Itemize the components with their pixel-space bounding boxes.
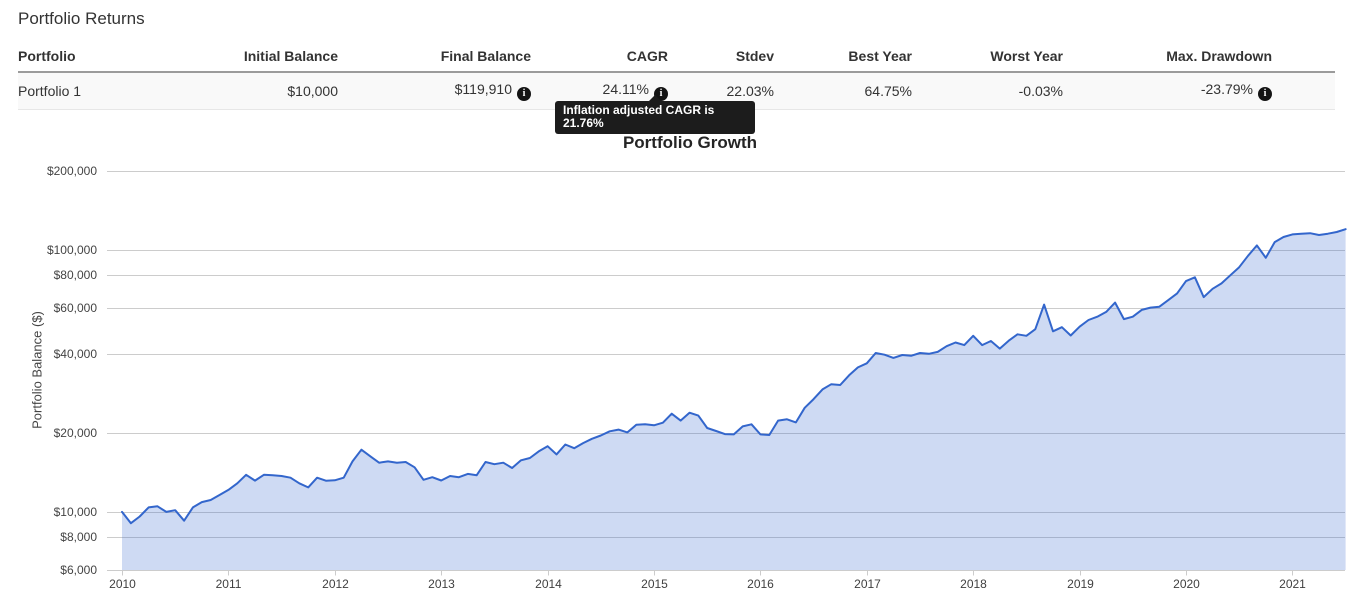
- x-tick-label: 2016: [747, 577, 774, 591]
- table-header-row: Portfolio Initial Balance Final Balance …: [18, 42, 1335, 73]
- table-row: Portfolio 1 $10,000 $119,910 i 24.11% i 22…: [18, 72, 1335, 110]
- y-tick-label: $60,000: [53, 300, 97, 315]
- x-tick-label: 2014: [535, 577, 562, 591]
- cell-initial-balance: $10,000: [238, 72, 338, 110]
- y-tick-label: $40,000: [53, 346, 97, 361]
- x-tick-label: 2011: [215, 577, 242, 591]
- info-icon[interactable]: i: [1258, 87, 1272, 101]
- col-header-best-year: Best Year: [774, 42, 912, 73]
- cell-max-drawdown: -23.79% i: [1063, 72, 1272, 110]
- page-title: Portfolio Returns: [18, 9, 145, 28]
- y-axis-title: Portfolio Balance ($): [29, 311, 45, 429]
- cell-worst-year: -0.03%: [912, 72, 1063, 110]
- portfolio-area-fill: [122, 229, 1346, 570]
- cagr-value: 24.11%: [602, 81, 649, 97]
- info-icon[interactable]: i: [517, 87, 531, 101]
- y-tick-label: $80,000: [53, 267, 97, 282]
- col-header-spacer: [1272, 42, 1335, 73]
- x-tick-label: 2020: [1173, 577, 1200, 591]
- y-tick-label: $200,000: [46, 163, 97, 178]
- cell-spacer: [1272, 72, 1335, 110]
- x-tick-label: 2013: [428, 577, 455, 591]
- y-tick-label: $100,000: [46, 242, 97, 257]
- cell-final-balance: $119,910 i: [338, 72, 531, 110]
- y-tick-label: $10,000: [53, 504, 97, 519]
- x-tick-label: 2010: [109, 577, 136, 591]
- col-header-initial-balance: Initial Balance: [238, 42, 338, 73]
- col-header-final-balance: Final Balance: [338, 42, 531, 73]
- col-header-portfolio: Portfolio: [18, 42, 238, 73]
- cell-portfolio-name: Portfolio 1: [18, 72, 238, 110]
- chart-title: Portfolio Growth: [622, 133, 758, 152]
- max-drawdown-value: -23.79%: [1200, 81, 1253, 97]
- final-balance-value: $119,910: [454, 81, 512, 97]
- cell-best-year: 64.75%: [774, 72, 912, 110]
- cagr-tooltip: Inflation adjusted CAGR is 21.76%: [555, 95, 755, 134]
- col-header-max-drawdown: Max. Drawdown: [1063, 42, 1272, 73]
- x-tick-label: 2012: [322, 577, 349, 591]
- y-tick-label: $20,000: [53, 425, 97, 440]
- col-header-stdev: Stdev: [668, 42, 774, 73]
- returns-table: Portfolio Initial Balance Final Balance …: [18, 42, 1335, 110]
- x-tick-label: 2021: [1279, 577, 1306, 591]
- col-header-worst-year: Worst Year: [912, 42, 1063, 73]
- y-tick-label: $8,000: [60, 529, 97, 544]
- portfolio-growth-line: [121, 228, 1347, 525]
- x-tick-label: 2017: [854, 577, 881, 591]
- y-tick-label: $6,000: [60, 562, 97, 577]
- x-tick-label: 2019: [1067, 577, 1094, 591]
- x-tick-label: 2015: [641, 577, 668, 591]
- x-tick-label: 2018: [960, 577, 987, 591]
- col-header-cagr: CAGR: [531, 42, 668, 73]
